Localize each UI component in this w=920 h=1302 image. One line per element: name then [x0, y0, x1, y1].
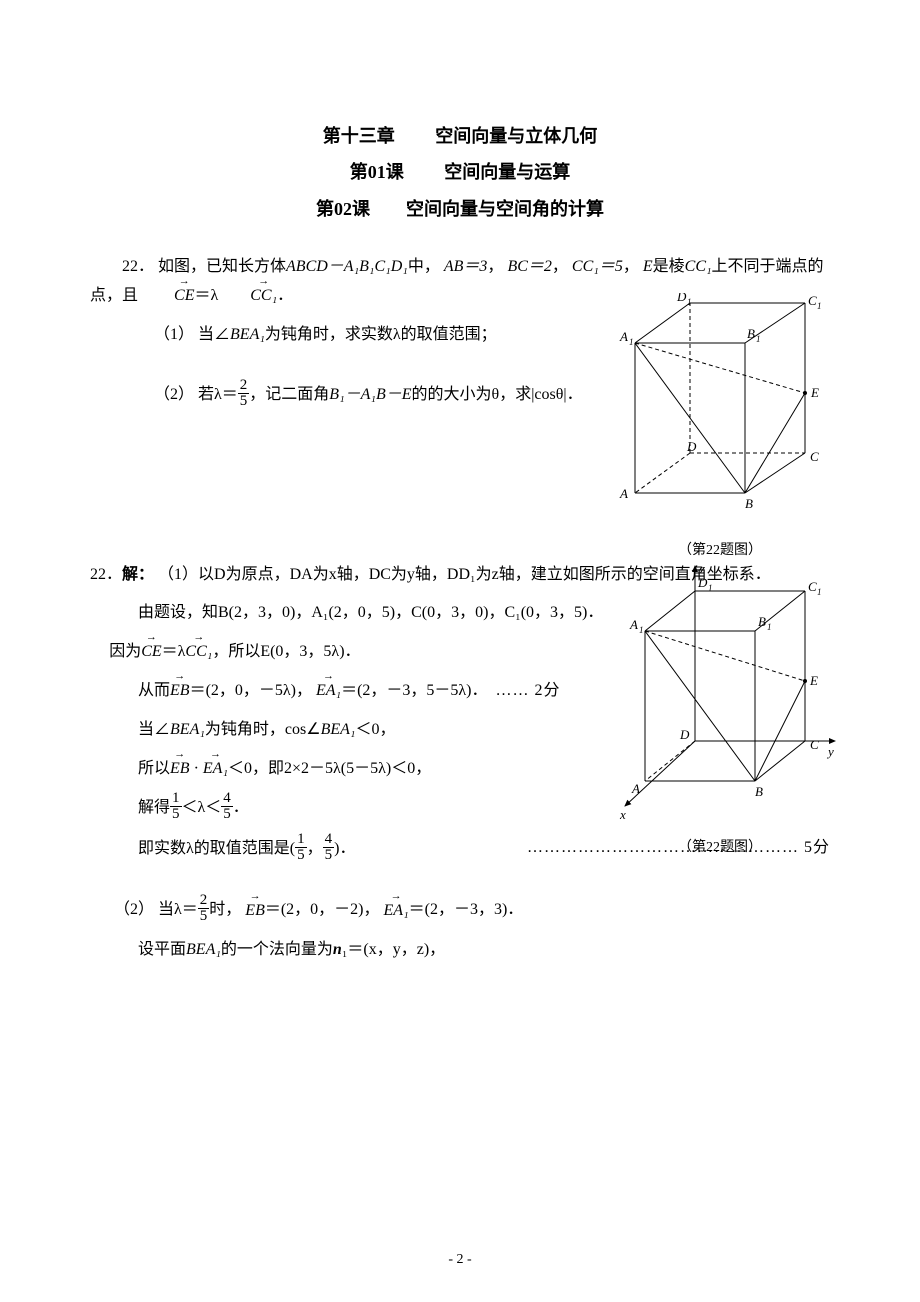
cuboid-diagram: A B C D A1 B1 C1 D1 E [615, 293, 825, 523]
vector-ce: CE [142, 282, 194, 311]
vector-eb: EB [170, 755, 190, 784]
problem-22: A B C D A1 B1 C1 D1 E （第22题图） 22． 如图，已知长… [90, 253, 830, 500]
svg-text:D: D [697, 575, 708, 590]
vector-ea1: EA₁ [316, 677, 341, 706]
sol-solve: 解得15＜λ＜45． [138, 793, 830, 824]
sol-normal: 设平面BEA₁的一个法向量为n₁＝(x，y，z)， [138, 936, 830, 965]
vector-cc1: CC₁ [185, 638, 212, 667]
marks-5: ………………………………………… 5分 [527, 834, 830, 863]
lesson1-number: 第01课 [350, 162, 404, 182]
svg-text:C: C [808, 579, 817, 594]
fraction: 45 [221, 791, 233, 822]
vector-ea1: EA₁ [384, 897, 409, 926]
sol-eb-ea1: 从而EB＝(2，0，－5λ)， EA₁＝(2，－3，5－5λ)． …… 2分 [138, 677, 830, 706]
svg-text:A: A [619, 486, 628, 501]
svg-text:B: B [745, 496, 753, 511]
fraction: 15 [295, 832, 307, 863]
figure-1-caption: （第22题图） [610, 538, 830, 563]
page-number: - 2 - [0, 1247, 920, 1272]
lesson1-title-text: 空间向量与运算 [444, 162, 570, 182]
svg-text:B: B [747, 326, 755, 341]
lesson2-title-text: 空间向量与空间角的计算 [406, 199, 604, 219]
sol-range: 即实数λ的取值范围是(15，45)． ………………………………………… 5分 [138, 834, 830, 865]
vector-ea1: EA₁ [203, 755, 228, 784]
chapter-number: 第十三章 [323, 126, 395, 146]
svg-text:C: C [808, 293, 817, 308]
svg-text:1: 1 [629, 337, 634, 347]
svg-text:1: 1 [687, 297, 692, 307]
fraction: 25 [198, 893, 210, 924]
sol-ce: 因为CE＝λCC₁，所以E(0，3，5λ)． [109, 638, 830, 667]
page: 第十三章 空间向量与立体几何 第01课 空间向量与运算 第02课 空间向量与空间… [0, 0, 920, 1302]
figure-1: A B C D A1 B1 C1 D1 E （第22题图） [610, 293, 830, 563]
svg-text:C: C [810, 449, 819, 464]
svg-text:A: A [619, 329, 628, 344]
vector-eb: EB [170, 677, 190, 706]
svg-text:D: D [686, 439, 697, 454]
lesson2-number: 第02课 [316, 199, 370, 219]
svg-text:1: 1 [756, 334, 761, 344]
svg-text:1: 1 [817, 587, 822, 597]
fraction: 25 [238, 378, 250, 409]
chapter-title-text: 空间向量与立体几何 [435, 126, 597, 146]
lesson1-heading: 第01课 空间向量与运算 [90, 156, 830, 188]
fraction: 15 [170, 791, 182, 822]
sol-obtuse: 当∠BEA₁为钝角时，cos∠BEA₁＜0， [138, 716, 830, 745]
svg-text:D: D [676, 293, 687, 304]
vector-ce: CE [141, 638, 161, 667]
marks-2: …… 2分 [496, 682, 561, 699]
sol-coords: 由题设，知B(2，3，0)，A₁(2，0，5)，C(0，3，0)，C₁(0，3，… [138, 599, 830, 628]
svg-text:1: 1 [817, 301, 822, 311]
chapter-heading: 第十三章 空间向量与立体几何 [90, 120, 830, 152]
svg-text:1: 1 [708, 583, 713, 593]
vector-cc1: CC₁ [218, 282, 277, 311]
sol-dot: 所以EB · EA₁＜0，即2×2－5λ(5－5λ)＜0， [138, 755, 830, 784]
svg-text:E: E [810, 385, 819, 400]
solution-22: z y x A B C D A1 B1 C1 D1 E （第22题图） 22．解… [90, 561, 830, 966]
svg-text:z: z [699, 561, 705, 576]
vector-eb: EB [245, 897, 265, 926]
sol-part2-open: （2） 当λ＝25时， EB＝(2，0，－2)， EA₁＝(2，－3，3)． [114, 895, 830, 926]
fraction: 45 [323, 832, 335, 863]
lesson2-heading: 第02课 空间向量与空间角的计算 [90, 193, 830, 225]
